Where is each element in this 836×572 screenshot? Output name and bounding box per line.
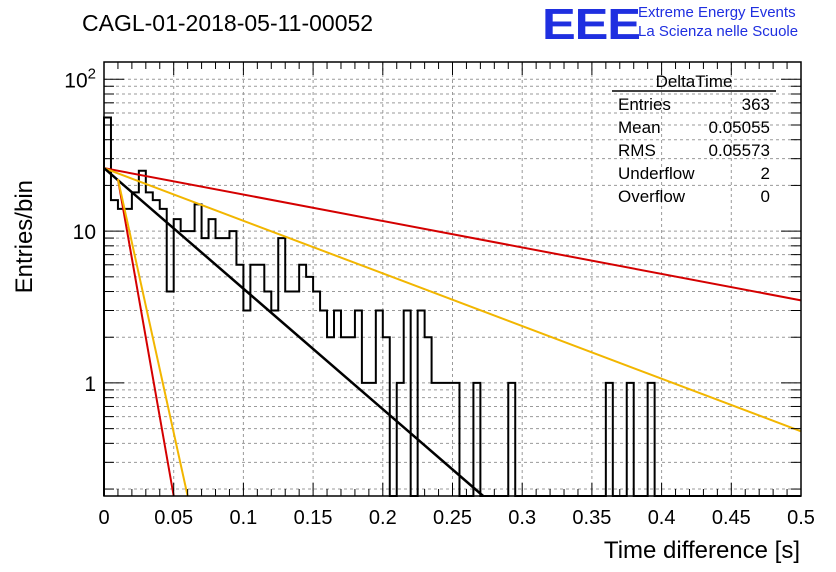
- stats-value: 0.05573: [709, 141, 770, 160]
- y-axis-label: Entries/bin: [11, 180, 38, 293]
- logo-line-1: Extreme Energy Events: [638, 4, 796, 21]
- stats-label: Mean: [618, 118, 661, 137]
- y-tick-labels: 1 10 102: [64, 65, 96, 396]
- stats-rows: Entries 363 Mean 0.05055 RMS 0.05573 Underflow…: [618, 95, 770, 206]
- fit-lines: [103, 167, 802, 497]
- logo-caption: Extreme Energy Events La Scienza nelle S…: [638, 3, 798, 41]
- x-tick-label: 0.45: [712, 507, 751, 529]
- x-tick-label: 0.15: [294, 507, 333, 529]
- y-tick-exponent: 2: [88, 65, 96, 82]
- stats-value: 0.05055: [709, 118, 770, 137]
- x-axis-label: Time difference [s]: [604, 537, 800, 564]
- x-tick-label: 0.05: [154, 507, 193, 529]
- stats-box: DeltaTime Entries 363 Mean 0.05055 RMS 0.0557…: [612, 72, 776, 206]
- histogram-steps: [103, 116, 801, 497]
- x-tick-label: 0.5: [787, 507, 815, 529]
- axis-ticks: [103, 62, 802, 496]
- fit-line: [103, 167, 484, 497]
- stats-label: RMS: [618, 141, 656, 160]
- stats-value: 2: [761, 164, 770, 183]
- fit-line: [103, 167, 802, 302]
- stats-label: Entries: [618, 95, 671, 114]
- stats-label: Underflow: [618, 164, 695, 183]
- stats-label: Overflow: [618, 187, 686, 206]
- x-tick-labels: 0 0.05 0.1 0.15 0.2 0.25 0.3 0.35 0.4 0.45 0.5: [98, 507, 814, 529]
- y-tick-label: 1: [84, 373, 96, 396]
- grid-lines: [104, 62, 801, 496]
- x-tick-label: 0.4: [648, 507, 676, 529]
- logo-line-2: La Scienza nelle Scuole: [638, 23, 799, 40]
- stats-value: 0: [761, 187, 770, 206]
- y-tick-label: 10: [73, 221, 96, 244]
- histogram: [103, 116, 801, 497]
- run-title: CAGL-01-2018-05-11-00052: [82, 10, 374, 36]
- stats-title: DeltaTime: [656, 72, 733, 91]
- stats-value: 363: [742, 95, 770, 114]
- fit-line: [103, 167, 802, 433]
- y-tick-label: 102: [64, 65, 96, 92]
- fit-line: [116, 178, 189, 497]
- x-tick-label: 0.3: [508, 507, 536, 529]
- x-tick-label: 0.35: [572, 507, 611, 529]
- x-tick-label: 0.2: [369, 507, 397, 529]
- fit-line: [116, 178, 175, 497]
- x-tick-label: 0: [98, 507, 109, 529]
- x-tick-label: 0.25: [433, 507, 472, 529]
- eee-logo: EEE: [542, 0, 641, 49]
- x-tick-label: 0.1: [229, 507, 257, 529]
